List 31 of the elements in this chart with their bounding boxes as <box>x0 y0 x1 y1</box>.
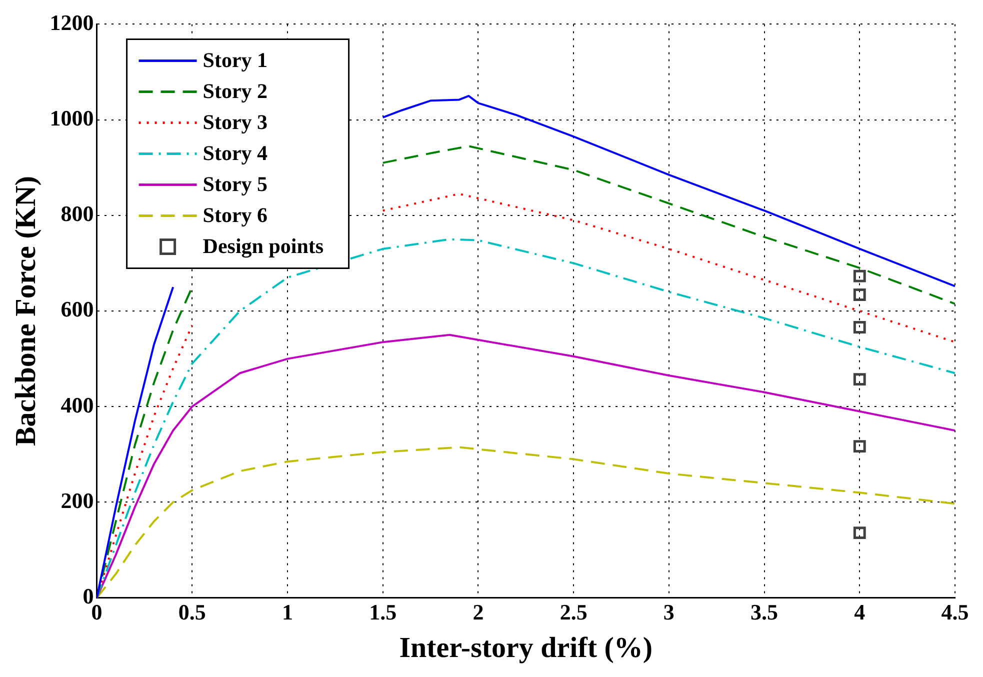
y-tick-label: 800 <box>60 201 94 226</box>
legend-label: Story 6 <box>202 203 268 228</box>
x-tick-label: 0.5 <box>178 600 206 625</box>
legend-label: Story 4 <box>202 141 268 166</box>
legend-label: Story 3 <box>202 110 268 134</box>
point <box>853 270 866 282</box>
legend-label: Story 2 <box>202 79 268 104</box>
y-tick-label: 400 <box>60 392 94 418</box>
y-axis-title: Backbone Force (KN) <box>10 176 42 446</box>
x-tick-label: 2.5 <box>560 600 588 625</box>
y-tick-label: 1000 <box>50 105 94 130</box>
y-tick-label: 1200 <box>50 10 94 35</box>
x-tick-label: 1.5 <box>369 600 397 625</box>
x-axis-title: Inter-story drift (%) <box>399 632 653 664</box>
x-tick-label: 1 <box>282 600 294 625</box>
point <box>853 373 866 386</box>
y-tick-label: 200 <box>60 488 94 513</box>
legend-label: Design points <box>202 234 324 258</box>
y-tick-label: 0 <box>82 583 94 608</box>
x-tick-label: 4.5 <box>941 600 969 625</box>
x-tick-label: 2 <box>472 600 484 625</box>
point <box>853 321 866 334</box>
legend-label: Story 1 <box>202 48 268 72</box>
x-tick-label: 3.5 <box>750 600 778 625</box>
point <box>853 288 866 301</box>
legend-label: Story 5 <box>202 172 268 196</box>
x-tick-label: 3 <box>663 600 674 625</box>
point <box>853 526 866 539</box>
point <box>853 440 866 452</box>
y-tick-label: 600 <box>60 296 94 322</box>
x-tick-label: 4 <box>854 600 866 625</box>
